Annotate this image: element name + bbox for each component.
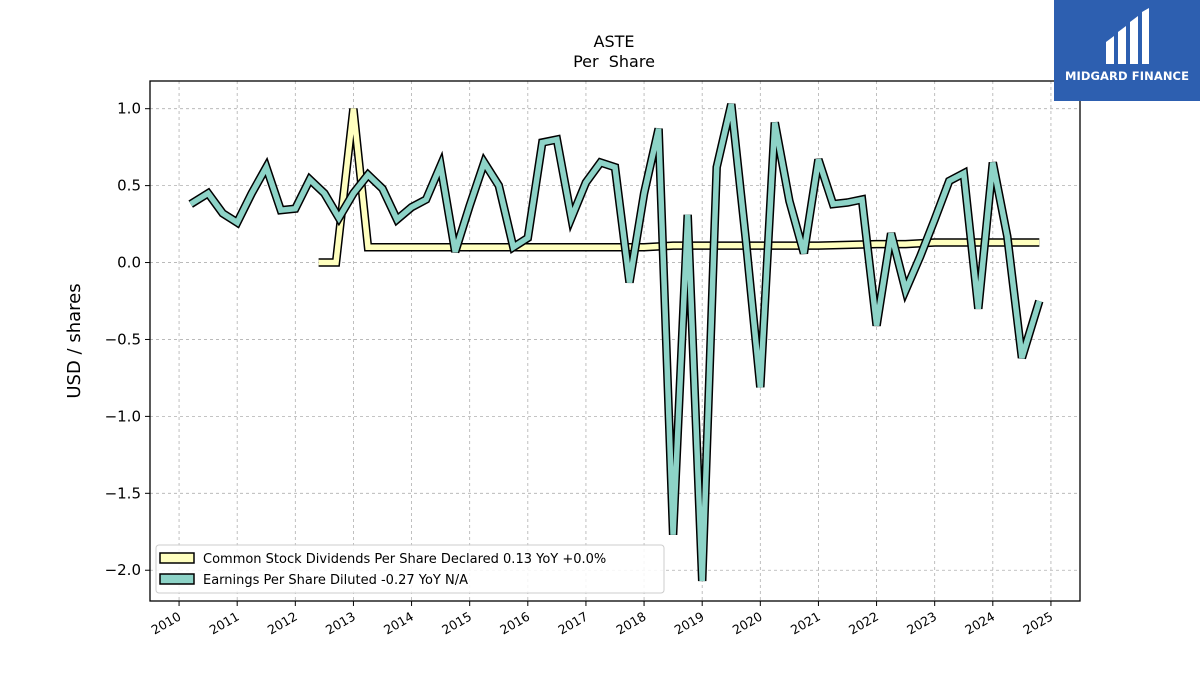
brand-name: MIDGARD FINANCE <box>1064 69 1190 83</box>
y-tick-label: 0.5 <box>117 177 141 195</box>
legend-swatch-dividends <box>159 552 195 564</box>
x-tick-label: 2021 <box>788 609 823 638</box>
x-tick-label: 2025 <box>1020 609 1055 638</box>
x-tick-label: 2010 <box>149 609 184 638</box>
x-tick-label: 2018 <box>614 609 649 638</box>
y-tick-label: −1.5 <box>105 484 141 502</box>
chart-title: ASTE <box>594 32 635 51</box>
x-tick-label: 2024 <box>962 609 997 638</box>
legend-box <box>155 544 665 594</box>
legend-label-dividends: Common Stock Dividends Per Share Declare… <box>203 552 606 567</box>
chart-subtitle: Per Share <box>573 52 655 71</box>
series-line-eps-diluted <box>189 103 1042 582</box>
legend-label-eps-diluted: Earnings Per Share Diluted -0.27 YoY N/A <box>203 573 468 588</box>
legend: Common Stock Dividends Per Share Declare… <box>155 544 665 594</box>
x-tick-label: 2022 <box>846 609 881 638</box>
plot-area-frame <box>149 80 1081 602</box>
y-axis: 1.0 0.5 0.0 −0.5 −1.0 −1.5 −2.0 <box>105 100 150 579</box>
x-tick-label: 2020 <box>730 609 765 638</box>
y-tick-label: −0.5 <box>105 330 141 348</box>
midgard-logo-icon <box>1106 8 1149 64</box>
series-layer <box>188 103 1044 582</box>
y-tick-label: −2.0 <box>105 561 141 579</box>
x-tick-label: 2019 <box>672 609 707 638</box>
x-tick-label: 2016 <box>497 609 532 638</box>
x-axis: 2010 2011 2012 2013 2014 2015 2016 2017 2018 2019… <box>149 601 1055 638</box>
x-tick-label: 2011 <box>207 609 242 638</box>
x-tick-label: 2013 <box>323 609 358 638</box>
x-tick-label: 2017 <box>555 609 590 638</box>
y-tick-label: −1.0 <box>105 407 141 425</box>
y-tick-label: 0.0 <box>117 254 141 272</box>
x-tick-label: 2023 <box>904 609 939 638</box>
brand-logo: MIDGARD FINANCE <box>1054 0 1200 101</box>
x-tick-label: 2014 <box>381 609 416 638</box>
x-tick-label: 2012 <box>265 609 300 638</box>
x-tick-label: 2015 <box>439 609 474 638</box>
grid <box>150 81 1080 601</box>
legend-swatch-eps-diluted <box>159 573 195 585</box>
y-axis-label: USD / shares <box>64 283 85 398</box>
y-tick-label: 1.0 <box>117 100 141 118</box>
